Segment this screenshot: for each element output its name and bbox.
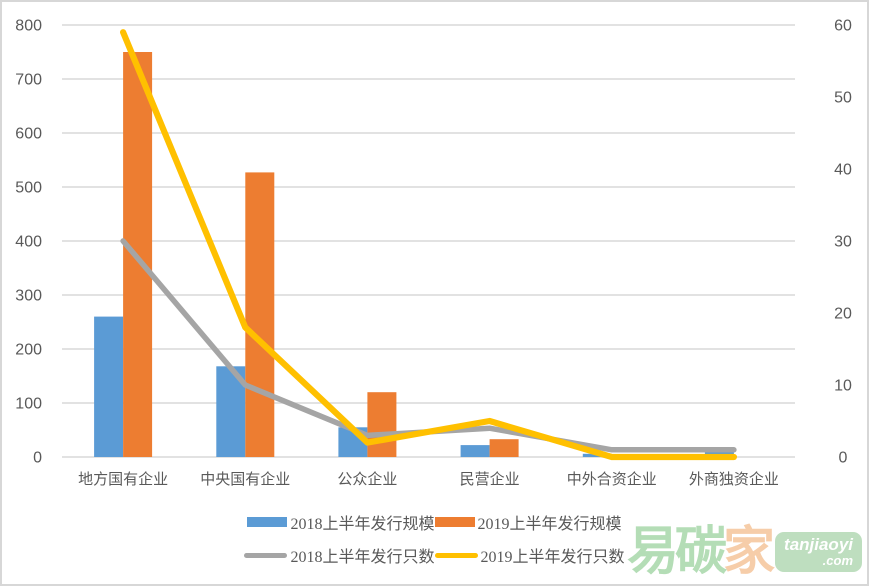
category-label: 民营企业 bbox=[460, 470, 520, 488]
legend-row-bars: 2018上半年发行规模 2019上半年发行规模 bbox=[247, 510, 622, 534]
legend-item-2019-scale[interactable]: 2019上半年发行规模 bbox=[434, 510, 622, 534]
svg-text:600: 600 bbox=[15, 126, 42, 143]
right-axis-labels: 0 10 20 30 40 50 60 bbox=[834, 18, 852, 467]
category-label: 地方国有企业 bbox=[78, 470, 168, 488]
svg-text:300: 300 bbox=[15, 288, 42, 305]
legend-swatch-2018-count-line bbox=[244, 552, 288, 558]
legend-label-2018-scale: 2018上半年发行规模 bbox=[290, 516, 435, 533]
legend-swatch-2018-scale-bar bbox=[247, 517, 288, 527]
svg-text:30: 30 bbox=[834, 234, 852, 251]
legend-item-2018-count[interactable]: 2018上半年发行只数 bbox=[244, 543, 435, 567]
chart-legend: 2018上半年发行规模 2019上半年发行规模 2018上半年发行只数 2019… bbox=[2, 510, 867, 567]
svg-text:800: 800 bbox=[15, 18, 42, 35]
category-labels: 地方国有企业 中央国有企业 公众企业 民营企业 中外合资企业 外商独资企业 bbox=[78, 470, 779, 488]
svg-text:40: 40 bbox=[834, 162, 852, 179]
svg-text:50: 50 bbox=[834, 90, 852, 107]
category-label: 外商独资企业 bbox=[689, 470, 779, 488]
legend-swatch-2019-scale-bar bbox=[434, 517, 475, 527]
svg-text:100: 100 bbox=[15, 396, 42, 413]
bar bbox=[489, 439, 519, 457]
legend-label-2019-scale: 2019上半年发行规模 bbox=[477, 516, 622, 533]
legend-swatch-2019-count-line bbox=[434, 552, 478, 558]
svg-text:60: 60 bbox=[834, 18, 852, 35]
category-label: 公众企业 bbox=[337, 470, 397, 488]
bar bbox=[367, 392, 397, 457]
bar-series-2019-scale bbox=[123, 52, 519, 457]
legend-row-lines: 2018上半年发行只数 2019上半年发行只数 bbox=[244, 543, 625, 567]
svg-text:20: 20 bbox=[834, 306, 852, 323]
gridlines bbox=[62, 24, 795, 458]
svg-text:200: 200 bbox=[15, 342, 42, 359]
bar bbox=[245, 172, 275, 457]
category-label: 中央国有企业 bbox=[200, 470, 290, 488]
svg-text:0: 0 bbox=[33, 450, 42, 467]
legend-label-2019-count: 2019上半年发行只数 bbox=[480, 549, 625, 566]
svg-text:500: 500 bbox=[15, 180, 42, 197]
svg-text:10: 10 bbox=[834, 378, 852, 395]
legend-label-2018-count: 2018上半年发行只数 bbox=[290, 549, 435, 566]
bar bbox=[94, 316, 124, 457]
category-label: 中外合资企业 bbox=[567, 470, 657, 488]
svg-text:700: 700 bbox=[15, 72, 42, 89]
combo-chart: 0 100 200 300 400 500 600 700 800 0 10 20 30 40 50 60 地方… bbox=[15, 18, 852, 489]
legend-item-2018-scale[interactable]: 2018上半年发行规模 bbox=[247, 510, 435, 534]
line-series-2018-count bbox=[120, 238, 737, 453]
svg-text:400: 400 bbox=[15, 234, 42, 251]
legend-item-2019-count[interactable]: 2019上半年发行只数 bbox=[434, 543, 625, 567]
svg-text:0: 0 bbox=[839, 450, 848, 467]
left-axis-labels: 0 100 200 300 400 500 600 700 800 bbox=[15, 18, 42, 467]
bar bbox=[460, 445, 490, 457]
line-series-2019-count bbox=[119, 29, 738, 461]
